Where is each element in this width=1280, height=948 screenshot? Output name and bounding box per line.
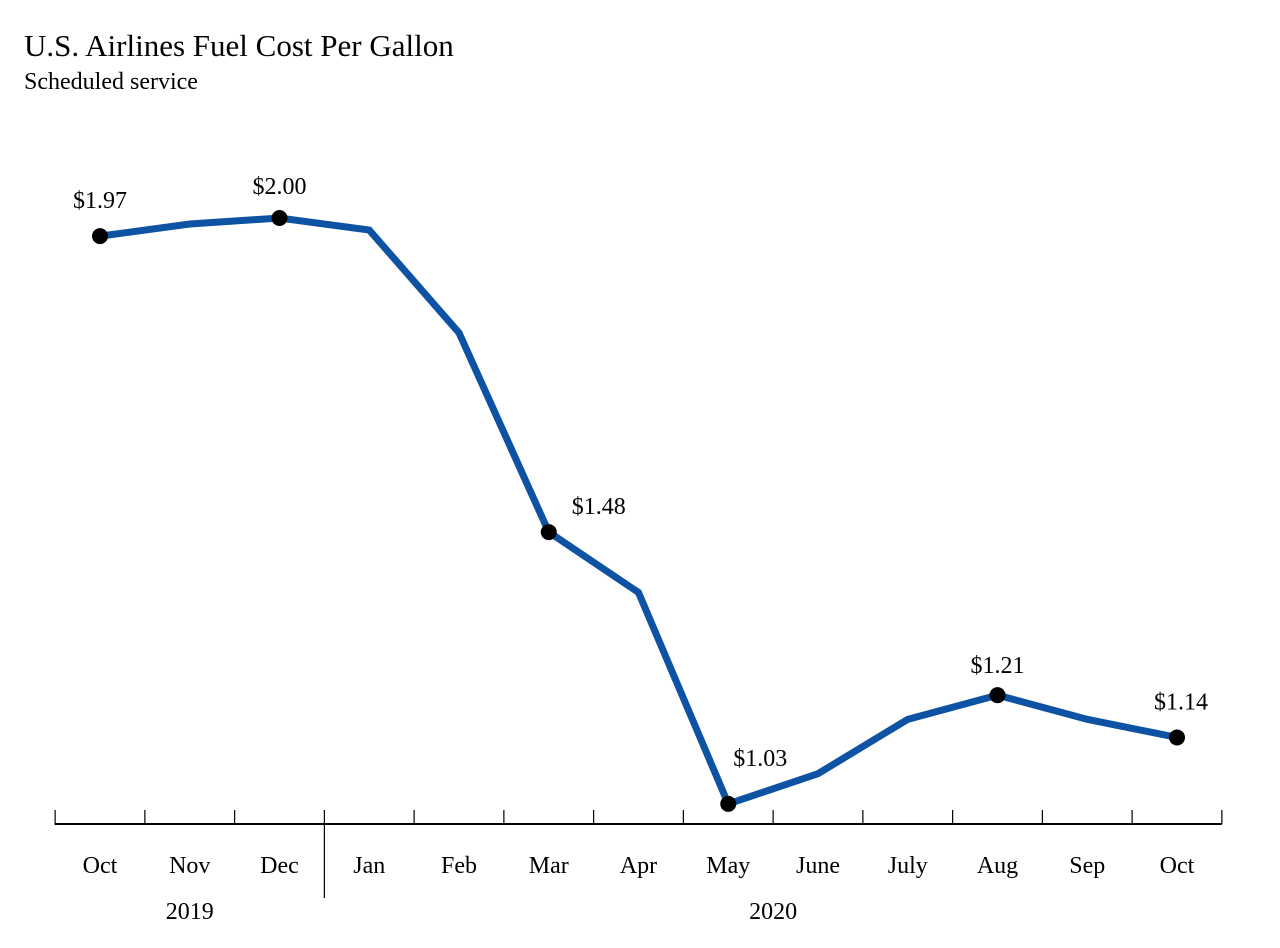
x-tick-label: Sep	[1069, 853, 1105, 879]
x-tick-label: Mar	[529, 853, 569, 879]
x-tick-label: Oct	[83, 853, 118, 879]
chart-title: U.S. Airlines Fuel Cost Per Gallon	[24, 28, 454, 63]
data-label: $1.03	[733, 746, 787, 772]
year-label: 2020	[749, 899, 797, 925]
data-point-marker	[989, 687, 1006, 704]
data-labels: $1.97 $2.00 $1.48 $1.03 $1.21 $1.14	[73, 174, 1208, 772]
series-line-group	[92, 210, 1185, 812]
x-axis: Oct Nov Dec Jan Feb Mar Apr May June July Aug Sep Oc…	[54, 810, 1223, 925]
x-tick-label: May	[706, 853, 750, 879]
x-tick-label: Nov	[169, 853, 210, 879]
x-tick-label: July	[888, 853, 928, 879]
data-point-marker	[1169, 729, 1185, 746]
data-label: $1.14	[1154, 689, 1208, 715]
data-label: $1.21	[971, 653, 1025, 679]
x-tick-label: Oct	[1160, 853, 1195, 879]
x-tick-label: Jan	[353, 853, 385, 879]
x-tick-label: Feb	[441, 853, 477, 879]
year-label: 2019	[166, 899, 214, 925]
data-point-marker	[92, 228, 108, 245]
data-point-marker	[720, 795, 737, 812]
data-point-marker	[540, 524, 557, 541]
x-tick-label: Aug	[977, 853, 1018, 879]
data-label: $1.97	[73, 188, 127, 214]
data-label: $2.00	[253, 174, 307, 200]
x-tick-label: June	[796, 853, 840, 879]
chart-subtitle: Scheduled service	[24, 69, 198, 95]
data-point-marker	[271, 210, 288, 226]
x-tick-label: Dec	[260, 853, 299, 879]
series-line	[99, 214, 1178, 809]
x-tick-label: Apr	[620, 853, 657, 879]
data-label: $1.48	[572, 494, 626, 520]
